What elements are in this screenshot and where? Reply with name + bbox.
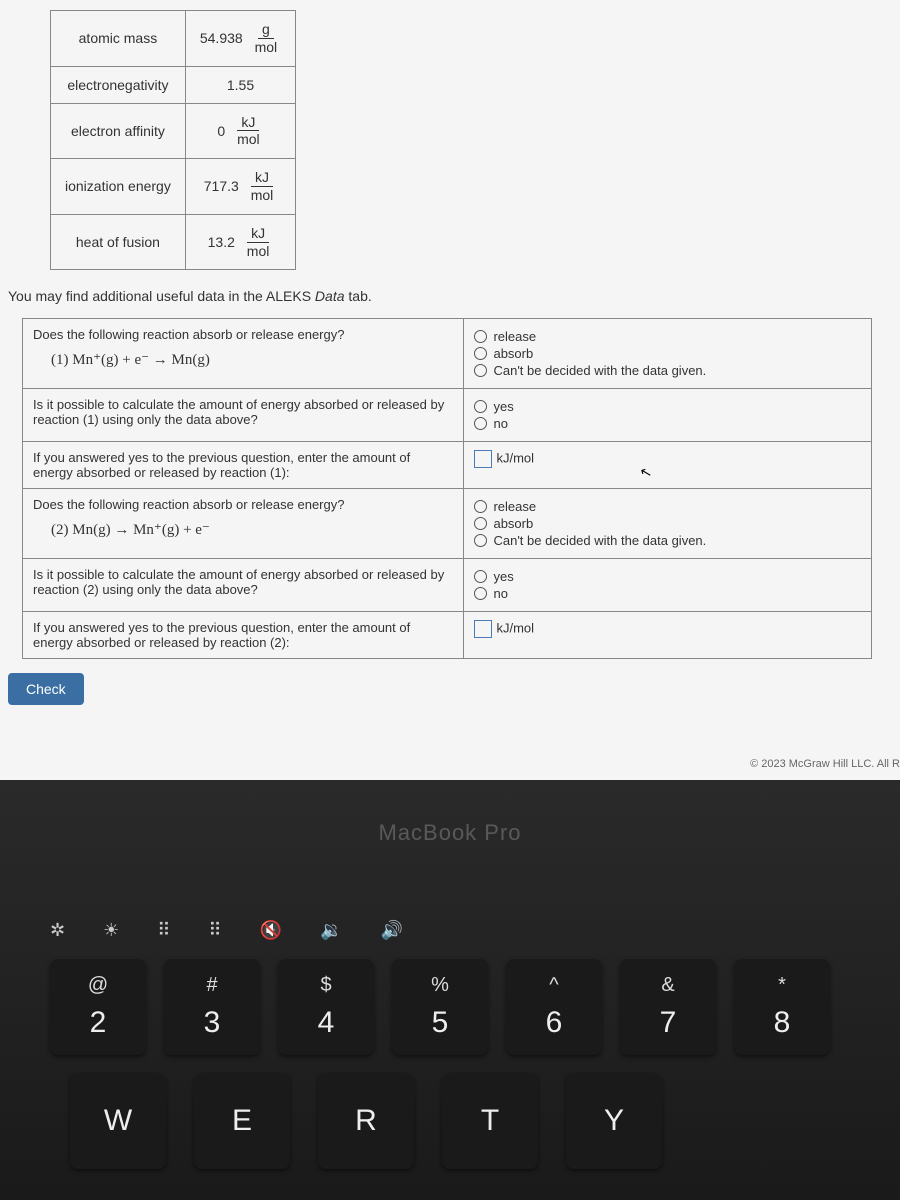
properties-table: atomic mass 54.938 g mol electronegativi…: [50, 10, 296, 270]
brightness-up-icon: ☀: [103, 920, 119, 941]
question-cell: Does the following reaction absorb or re…: [23, 489, 464, 559]
prop-value: 717.3 kJ mol: [185, 159, 295, 215]
answer-cell: kJ/mol: [464, 612, 872, 659]
radio-icon: [474, 330, 487, 343]
prop-value: 13.2 kJ mol: [185, 214, 295, 270]
key-2: @2: [50, 959, 146, 1055]
table-row: ionization energy 717.3 kJ mol: [51, 159, 296, 215]
unit-fraction: kJ mol: [247, 169, 278, 204]
question-row: Is it possible to calculate the amount o…: [23, 559, 872, 612]
unit-label: kJ/mol: [496, 451, 534, 466]
radio-icon: [474, 517, 487, 530]
radio-icon: [474, 400, 487, 413]
table-row: electron affinity 0 kJ mol: [51, 103, 296, 159]
radio-icon: [474, 417, 487, 430]
keyboard: ✲ ☀ ⠿ ⠿ 🔇 🔉 🔊 @2 #3 $4 %5 ^6 &7 *8 W E R…: [0, 920, 900, 1169]
prop-value: 1.55: [185, 66, 295, 103]
answer-cell: yes no: [464, 559, 872, 612]
table-row: electronegativity 1.55: [51, 66, 296, 103]
table-row: atomic mass 54.938 g mol: [51, 11, 296, 67]
key-y: Y: [566, 1073, 662, 1169]
radio-option[interactable]: yes: [474, 569, 861, 584]
prop-label: electronegativity: [51, 66, 186, 103]
key-r: R: [318, 1073, 414, 1169]
hint-text: You may find additional useful data in t…: [8, 288, 900, 304]
unit-fraction: kJ mol: [233, 114, 264, 149]
question-cell: If you answered yes to the previous ques…: [23, 442, 464, 489]
radio-option[interactable]: absorb: [474, 516, 861, 531]
key-3: #3: [164, 959, 260, 1055]
unit-fraction: kJ mol: [243, 225, 274, 260]
question-row: Does the following reaction absorb or re…: [23, 319, 872, 389]
aleks-content: atomic mass 54.938 g mol electronegativi…: [0, 0, 900, 780]
radio-option[interactable]: yes: [474, 399, 861, 414]
number-key-row: @2 #3 $4 %5 ^6 &7 *8: [10, 959, 890, 1055]
energy-input[interactable]: [474, 450, 492, 468]
key-4: $4: [278, 959, 374, 1055]
question-prompt: Does the following reaction absorb or re…: [33, 327, 453, 342]
question-prompt: Does the following reaction absorb or re…: [33, 497, 453, 512]
answer-cell: yes no: [464, 389, 872, 442]
radio-icon: [474, 587, 487, 600]
radio-icon: [474, 534, 487, 547]
radio-option[interactable]: release: [474, 329, 861, 344]
radio-option[interactable]: no: [474, 416, 861, 431]
question-cell: Is it possible to calculate the amount o…: [23, 559, 464, 612]
key-7: &7: [620, 959, 716, 1055]
key-e: E: [194, 1073, 290, 1169]
key-t: T: [442, 1073, 538, 1169]
mission-control-icon: ⠿: [157, 920, 170, 941]
radio-option[interactable]: Can't be decided with the data given.: [474, 533, 861, 548]
launchpad-icon: ⠿: [208, 920, 221, 941]
unit-fraction: g mol: [251, 21, 282, 56]
prop-label: ionization energy: [51, 159, 186, 215]
question-cell: If you answered yes to the previous ques…: [23, 612, 464, 659]
prop-label: heat of fusion: [51, 214, 186, 270]
radio-icon: [474, 570, 487, 583]
brightness-down-icon: ✲: [50, 920, 65, 941]
answer-cell: release absorb Can't be decided with the…: [464, 489, 872, 559]
answer-cell: kJ/mol: [464, 442, 872, 489]
key-5: %5: [392, 959, 488, 1055]
question-table: Does the following reaction absorb or re…: [22, 318, 872, 659]
energy-input[interactable]: [474, 620, 492, 638]
mute-icon: 🔇: [260, 920, 282, 941]
function-key-row: ✲ ☀ ⠿ ⠿ 🔇 🔉 🔊: [10, 920, 890, 941]
reaction-equation: (2) Mn(g) → Mn⁺(g) + e⁻: [51, 520, 453, 539]
radio-icon: [474, 347, 487, 360]
prop-label: electron affinity: [51, 103, 186, 159]
question-cell: Is it possible to calculate the amount o…: [23, 389, 464, 442]
radio-option[interactable]: release: [474, 499, 861, 514]
radio-icon: [474, 364, 487, 377]
radio-option[interactable]: Can't be decided with the data given.: [474, 363, 861, 378]
radio-option[interactable]: no: [474, 586, 861, 601]
reaction-equation: (1) Mn⁺(g) + e⁻ → Mn(g): [51, 350, 453, 369]
letter-key-row: W E R T Y: [10, 1073, 890, 1169]
question-row: Is it possible to calculate the amount o…: [23, 389, 872, 442]
radio-option[interactable]: absorb: [474, 346, 861, 361]
volume-up-icon: 🔊: [380, 920, 402, 941]
table-row: heat of fusion 13.2 kJ mol: [51, 214, 296, 270]
check-button[interactable]: Check: [8, 673, 84, 705]
question-cell: Does the following reaction absorb or re…: [23, 319, 464, 389]
answer-cell: release absorb Can't be decided with the…: [464, 319, 872, 389]
volume-down-icon: 🔉: [320, 920, 342, 941]
prop-value: 54.938 g mol: [185, 11, 295, 67]
unit-label: kJ/mol: [496, 621, 534, 636]
laptop-brand: MacBook Pro: [378, 820, 521, 846]
copyright-text: © 2023 McGraw Hill LLC. All R: [750, 758, 900, 770]
key-w: W: [70, 1073, 166, 1169]
question-row: If you answered yes to the previous ques…: [23, 612, 872, 659]
radio-icon: [474, 500, 487, 513]
prop-value: 0 kJ mol: [185, 103, 295, 159]
key-6: ^6: [506, 959, 602, 1055]
key-8: *8: [734, 959, 830, 1055]
question-row: Does the following reaction absorb or re…: [23, 489, 872, 559]
question-row: If you answered yes to the previous ques…: [23, 442, 872, 489]
prop-label: atomic mass: [51, 11, 186, 67]
